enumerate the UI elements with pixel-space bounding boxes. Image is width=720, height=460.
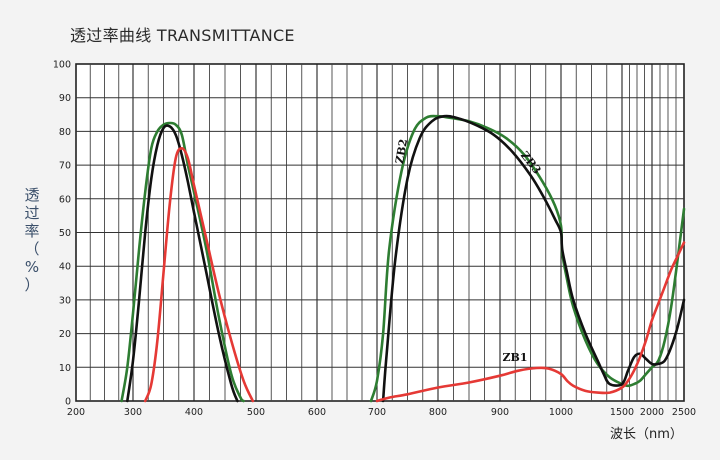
y-tick-label: 70 [59, 161, 71, 172]
x-axis-label: 波长（nm） [610, 427, 683, 442]
x-tick-label: 1500 [610, 407, 634, 418]
y-axis-tick-labels: 0 10 20 30 40 50 60 70 80 90 100 [53, 60, 71, 408]
y-axis-label-char: 透 [24, 186, 40, 204]
y-tick-label: 80 [59, 127, 71, 138]
x-tick-label: 2500 [672, 407, 696, 418]
annotation-zb2: ZB2 [393, 138, 410, 165]
y-axis-label-char: 过 [24, 204, 40, 222]
series-line-unnamed-1 [126, 124, 239, 403]
y-axis-label-char: ） [24, 276, 40, 294]
series-lines [120, 114, 686, 403]
x-tick-label: 500 [247, 407, 265, 418]
series-line-zb1 [375, 241, 686, 403]
y-axis-label: 透过率（%） [22, 186, 42, 294]
y-axis-label-char: （ [24, 240, 40, 258]
y-tick-label: 30 [59, 295, 71, 306]
y-tick-label: 100 [53, 60, 71, 71]
y-axis-label-char: 率 [24, 222, 40, 240]
series-line-unnamed-2 [143, 147, 255, 403]
x-tick-label: 900 [491, 407, 509, 418]
x-tick-label: 600 [308, 407, 326, 418]
y-tick-label: 20 [59, 329, 71, 340]
x-axis-tick-labels: 200 300 400 500 600 700 800 900 1000 1500 2000 2500 [67, 407, 696, 418]
x-tick-label: 2000 [640, 407, 664, 418]
x-tick-label: 300 [124, 407, 142, 418]
y-tick-label: 0 [65, 397, 71, 408]
y-tick-label: 90 [59, 93, 71, 104]
x-tick-label: 400 [185, 407, 203, 418]
x-tick-label: 1000 [549, 407, 573, 418]
y-axis-label-char: % [24, 258, 40, 276]
chart-title: 透过率曲线 TRANSMITTANCE [70, 26, 295, 45]
y-tick-label: 60 [59, 194, 71, 205]
x-tick-label: 700 [368, 407, 386, 418]
series-line-unnamed-0 [120, 121, 245, 403]
x-tick-label: 800 [429, 407, 447, 418]
y-tick-label: 10 [59, 363, 71, 374]
x-tick-label: 200 [67, 407, 85, 418]
y-tick-label: 40 [59, 262, 71, 273]
y-tick-label: 50 [59, 228, 71, 239]
series-line-zb3 [381, 114, 686, 403]
annotation-zb1: ZB1 [503, 351, 528, 364]
